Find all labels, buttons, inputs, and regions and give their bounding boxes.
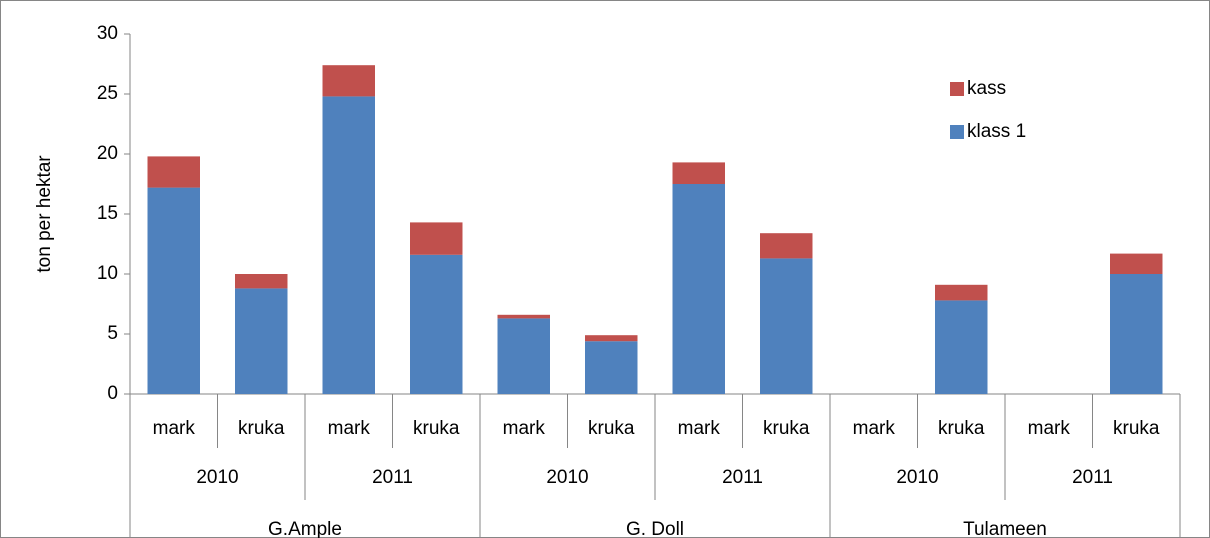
- bar-segment: [497, 314, 550, 319]
- bar-segment: [1110, 274, 1163, 394]
- bar-segment: [410, 254, 463, 394]
- bar-segment: [497, 318, 550, 394]
- year-label: 2011: [1072, 467, 1113, 488]
- bar-segment: [672, 184, 725, 394]
- y-tick-label: 30: [97, 23, 118, 44]
- bar-segment: [147, 156, 200, 188]
- year-label: 2011: [372, 467, 413, 488]
- x-tick-label: mark: [853, 418, 896, 439]
- year-label: 2011: [722, 467, 763, 488]
- y-tick-label: 5: [107, 323, 118, 344]
- x-tick-label: mark: [503, 418, 546, 439]
- bar-segment: [935, 300, 988, 394]
- x-tick-label: kruka: [938, 418, 985, 439]
- bar-segment: [760, 258, 813, 394]
- x-tick-label: mark: [1028, 418, 1071, 439]
- x-tick-label: mark: [328, 418, 371, 439]
- y-tick-label: 20: [97, 143, 118, 164]
- x-tick-label: mark: [678, 418, 721, 439]
- bar-segment: [935, 284, 988, 301]
- y-tick-label: 0: [107, 383, 118, 404]
- bar-segment: [760, 233, 813, 259]
- legend-swatch: [950, 82, 964, 96]
- x-tick-label: kruka: [763, 418, 810, 439]
- bar-segment: [1110, 253, 1163, 274]
- bar-segment: [672, 162, 725, 184]
- y-tick-label: 25: [97, 83, 118, 104]
- bar-segment: [322, 96, 375, 395]
- x-tick-label: kruka: [588, 418, 635, 439]
- year-label: 2010: [196, 467, 238, 488]
- y-tick-label: 15: [97, 203, 118, 224]
- bar-segment: [585, 335, 638, 342]
- variety-label: G. Doll: [626, 519, 684, 538]
- year-label: 2010: [896, 467, 938, 488]
- y-axis-title: ton per hektar: [34, 155, 55, 273]
- bar-segment: [147, 187, 200, 394]
- y-tick-label: 10: [97, 263, 118, 284]
- variety-label: G.Ample: [268, 519, 342, 538]
- x-tick-label: mark: [153, 418, 196, 439]
- bar-segment: [235, 274, 288, 289]
- bar-segment: [585, 341, 638, 394]
- legend-swatch: [950, 125, 964, 139]
- legend-label: klass 1: [967, 121, 1026, 142]
- bar-segment: [322, 65, 375, 97]
- x-tick-label: kruka: [238, 418, 285, 439]
- x-tick-label: kruka: [1113, 418, 1160, 439]
- bar-segment: [410, 222, 463, 255]
- variety-label: Tulameen: [963, 519, 1047, 538]
- year-label: 2010: [546, 467, 588, 488]
- bar-segment: [235, 288, 288, 394]
- x-tick-label: kruka: [413, 418, 460, 439]
- legend-label: kass: [967, 78, 1006, 99]
